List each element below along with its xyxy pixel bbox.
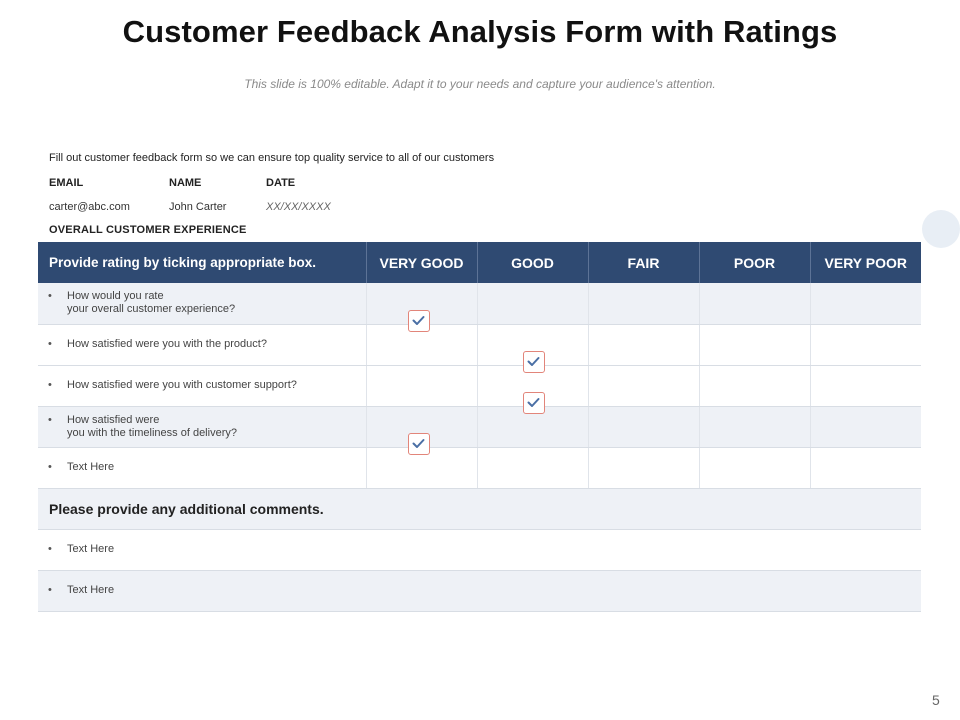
header-fair: FAIR	[588, 242, 700, 283]
question-cell: • How satisfied were you with the timelin…	[38, 406, 367, 448]
bullet: •	[48, 584, 52, 596]
name-label: NAME	[169, 177, 202, 189]
comment-row[interactable]: • Text Here	[38, 570, 921, 612]
email-label: EMAIL	[49, 177, 84, 189]
rating-cell-very-good[interactable]	[366, 324, 478, 366]
rating-cell-very-poor[interactable]	[810, 447, 921, 489]
bullet: •	[48, 379, 52, 391]
comment-text[interactable]: Text Here	[67, 584, 115, 596]
slide-title: Customer Feedback Analysis Form with Rat…	[122, 14, 838, 49]
table-header-row: Provide rating by ticking appropriate bo…	[38, 242, 921, 283]
rating-cell-good[interactable]	[477, 447, 589, 489]
rating-cell-very-poor[interactable]	[810, 406, 921, 448]
question-cell: • Text Here	[38, 447, 367, 489]
bullet: •	[48, 461, 52, 473]
rating-cell-good[interactable]	[477, 283, 589, 325]
rating-cell-very-poor[interactable]	[810, 365, 921, 407]
overall-experience-label: OVERALL CUSTOMER EXPERIENCE	[49, 224, 247, 236]
date-label: DATE	[266, 177, 296, 189]
question-text: Text Here	[67, 461, 115, 473]
date-value[interactable]: XX/XX/XXXX	[266, 201, 331, 213]
header-very-good: VERY GOOD	[366, 242, 478, 283]
checkbox-checked-icon[interactable]	[523, 351, 545, 373]
form-intro: Fill out customer feedback form so we ca…	[49, 152, 495, 164]
checkbox-checked-icon[interactable]	[523, 392, 545, 414]
question-text: How satisfied were you with customer sup…	[67, 379, 297, 391]
comment-cell[interactable]: • Text Here	[38, 529, 921, 571]
rating-cell-very-good[interactable]	[366, 365, 478, 407]
checkbox-checked-icon[interactable]	[408, 433, 430, 455]
comment-row[interactable]: • Text Here	[38, 529, 921, 571]
header-very-poor: VERY POOR	[810, 242, 921, 283]
circle-decoration-icon	[922, 210, 960, 248]
question-text: How would you rate your overall customer…	[67, 290, 236, 316]
comments-header-row: Please provide any additional comments.	[38, 488, 921, 530]
header-good: GOOD	[477, 242, 589, 283]
question-text: How satisfied were you with the product?	[67, 338, 267, 350]
rating-cell-very-poor[interactable]	[810, 324, 921, 366]
rating-table: Provide rating by ticking appropriate bo…	[38, 242, 921, 612]
email-value[interactable]: carter@abc.com	[49, 201, 130, 213]
checkbox-checked-icon[interactable]	[408, 310, 430, 332]
name-value[interactable]: John Carter	[169, 201, 227, 213]
page-number: 5	[932, 692, 940, 708]
slide-subtitle: This slide is 100% editable. Adapt it to…	[244, 77, 716, 91]
header-prompt: Provide rating by ticking appropriate bo…	[38, 242, 367, 283]
bullet: •	[48, 290, 52, 303]
rating-cell-fair[interactable]	[588, 324, 700, 366]
question-row: • How satisfied were you with the timelin…	[38, 406, 921, 448]
question-text: How satisfied were you with the timeline…	[67, 413, 237, 439]
rating-cell-poor[interactable]	[699, 406, 811, 448]
comments-label: Please provide any additional comments.	[38, 488, 921, 530]
bullet: •	[48, 413, 52, 426]
comment-text[interactable]: Text Here	[67, 543, 115, 555]
question-cell: • How satisfied were you with customer su…	[38, 365, 367, 407]
header-poor: POOR	[699, 242, 811, 283]
question-row: • How satisfied were you with the product…	[38, 324, 921, 366]
bullet: •	[48, 543, 52, 555]
rating-cell-fair[interactable]	[588, 406, 700, 448]
question-row: • How satisfied were you with customer su…	[38, 365, 921, 407]
question-cell: • How would you rate your overall custome…	[38, 283, 367, 325]
rating-cell-fair[interactable]	[588, 283, 700, 325]
rating-cell-very-poor[interactable]	[810, 283, 921, 325]
rating-cell-poor[interactable]	[699, 283, 811, 325]
rating-cell-poor[interactable]	[699, 447, 811, 489]
rating-cell-fair[interactable]	[588, 365, 700, 407]
comment-cell[interactable]: • Text Here	[38, 570, 921, 612]
rating-cell-poor[interactable]	[699, 324, 811, 366]
question-row: • Text Here	[38, 447, 921, 489]
rating-cell-fair[interactable]	[588, 447, 700, 489]
question-row: • How would you rate your overall custome…	[38, 283, 921, 325]
question-cell: • How satisfied were you with the product…	[38, 324, 367, 366]
rating-cell-poor[interactable]	[699, 365, 811, 407]
bullet: •	[48, 338, 52, 350]
